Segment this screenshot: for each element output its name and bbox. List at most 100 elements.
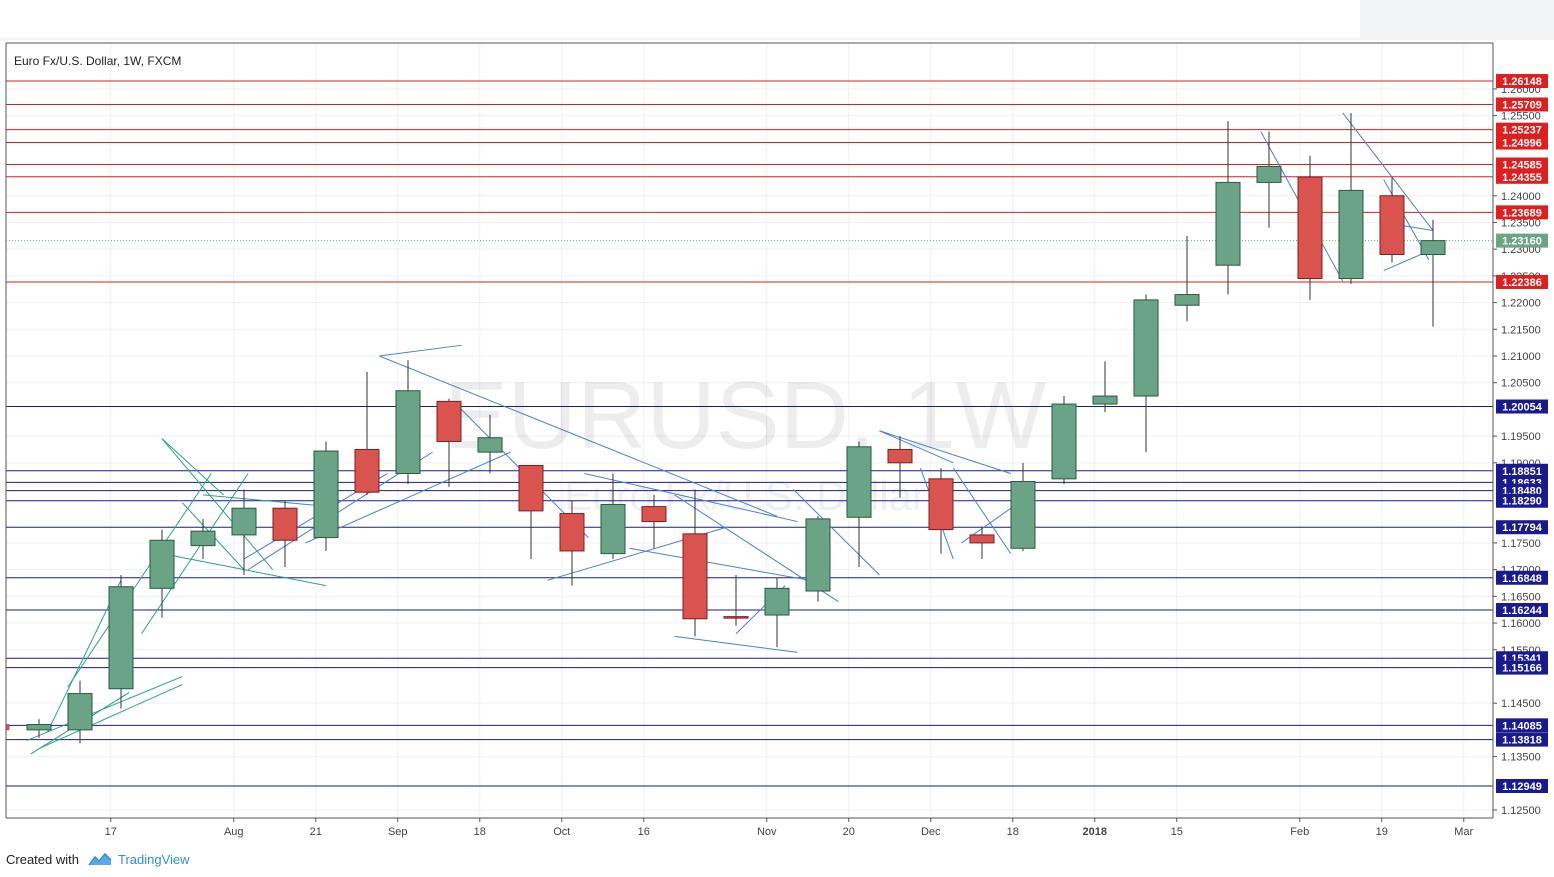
- level-label-1.25237: 1.25237: [1502, 125, 1542, 137]
- x-tick-label: Feb: [1290, 826, 1309, 838]
- trendline: [38, 684, 183, 750]
- candle-body: [764, 587, 790, 616]
- chart-title: Euro Fx/U.S. Dollar, 1W, FXCM: [14, 54, 181, 68]
- candle-body: [641, 506, 667, 523]
- trendline: [161, 438, 224, 496]
- level-label-box: [1496, 779, 1548, 794]
- y-tick-label: 1.25500: [1501, 111, 1541, 123]
- level-label-1.23689: 1.23689: [1502, 207, 1542, 219]
- candle-body: [1051, 403, 1077, 480]
- level-label-1.13818: 1.13818: [1502, 735, 1542, 747]
- level-label-1.15166: 1.15166: [1502, 663, 1542, 675]
- x-tick-label: 15: [1171, 826, 1183, 838]
- candle-body: [805, 518, 831, 592]
- x-tick-label: 21: [310, 826, 322, 838]
- level-label-1.22386: 1.22386: [1502, 277, 1542, 289]
- y-tick-label: 1.23000: [1501, 244, 1541, 256]
- candle-body: [1215, 181, 1241, 266]
- level-label-box: [1496, 169, 1548, 184]
- x-tick-label: 18: [1007, 826, 1019, 838]
- horizontal-levels: [6, 80, 1493, 787]
- top-toolbar: [0, 0, 1554, 40]
- trendline: [793, 489, 880, 576]
- y-tick-label: 1.24000: [1501, 191, 1541, 203]
- y-tick-label: 1.14500: [1501, 698, 1541, 710]
- top-toolbar-area: [0, 0, 1360, 38]
- y-tick-label: 1.12500: [1501, 805, 1541, 817]
- candlestick-chart[interactable]: EURUSD, 1W Euro Fx/U.S. Dollar 1.260001.…: [0, 40, 1554, 845]
- candle-body: [1010, 481, 1036, 549]
- level-label-box: [1496, 463, 1548, 478]
- x-tick-label: 19: [1376, 826, 1388, 838]
- candle-body: [1420, 240, 1446, 256]
- last-price-box: [1496, 233, 1548, 248]
- y-tick-label: 1.17500: [1501, 538, 1541, 550]
- candle-body: [559, 513, 585, 552]
- candle-body: [477, 437, 503, 453]
- x-tick-label: Sep: [388, 826, 408, 838]
- level-label-1.18851: 1.18851: [1502, 466, 1542, 478]
- level-label-1.17794: 1.17794: [1502, 522, 1543, 534]
- y-tick-label: 1.23500: [1501, 217, 1541, 229]
- candle-body: [395, 390, 421, 474]
- trendline: [379, 344, 462, 357]
- level-label-box: [1496, 493, 1548, 508]
- level-label-box: [1496, 135, 1548, 150]
- trendline: [202, 494, 318, 507]
- y-tick-label: 1.21500: [1501, 324, 1541, 336]
- x-tick-label: 17: [105, 826, 117, 838]
- footer: Created with TradingView: [0, 845, 1554, 877]
- candle-body: [887, 448, 913, 464]
- candle-body: [682, 533, 708, 620]
- candle-body: [1297, 176, 1323, 280]
- tradingview-brand[interactable]: TradingView: [118, 852, 190, 867]
- candle-body: [26, 724, 52, 731]
- level-label-1.24585: 1.24585: [1502, 160, 1542, 172]
- level-label-box: [1496, 520, 1548, 535]
- trendline: [67, 473, 212, 688]
- candle-body: [313, 450, 339, 539]
- candle-body: [1338, 189, 1364, 280]
- level-label-box: [1496, 603, 1548, 618]
- candle-body: [1092, 395, 1118, 405]
- level-label-box: [1496, 74, 1548, 89]
- y-tick-label: 1.21000: [1501, 351, 1541, 363]
- candle-body: [272, 507, 298, 541]
- trendline: [1342, 112, 1434, 231]
- level-label-box: [1496, 97, 1548, 112]
- x-tick-label: 20: [843, 826, 855, 838]
- candle-body: [1133, 299, 1159, 397]
- level-label-1.16244: 1.16244: [1502, 605, 1543, 617]
- trendline: [305, 451, 511, 544]
- trendline: [584, 473, 798, 523]
- level-label-box: [1496, 660, 1548, 675]
- candle-body: [600, 503, 626, 555]
- candle-body: [1379, 195, 1405, 256]
- y-tick-label: 1.19500: [1501, 431, 1541, 443]
- x-tick-label: Oct: [553, 826, 570, 838]
- candles: [5, 112, 1446, 744]
- candle-body: [190, 530, 216, 547]
- axes: [5, 42, 1494, 819]
- level-label-box: [1496, 732, 1548, 747]
- level-label-1.24996: 1.24996: [1502, 138, 1542, 150]
- x-tick-label: Mar: [1454, 826, 1473, 838]
- y-tick-label: 1.16500: [1501, 591, 1541, 603]
- y-tick-label: 1.16000: [1501, 618, 1541, 630]
- level-label-box: [1496, 718, 1548, 733]
- time-axis: 17 Aug 21 Sep 18 Oct 16 Nov 20 Dec 18 2018 15 Feb 19 Ma…: [105, 818, 1474, 838]
- candle-body: [67, 693, 93, 731]
- price-axis: 1.260001.255001.240001.235001.230001.225…: [1493, 84, 1541, 817]
- candle-body: [518, 464, 544, 512]
- level-label-1.20054: 1.20054: [1502, 402, 1543, 414]
- candle-body: [928, 478, 954, 531]
- level-label-1.12949: 1.12949: [1502, 781, 1542, 793]
- trendline: [379, 355, 778, 517]
- candle-body: [1256, 165, 1282, 183]
- level-label-box: [1496, 399, 1548, 414]
- tradingview-logo-icon: [88, 852, 112, 866]
- level-label-box: [1496, 122, 1548, 137]
- x-tick-label: Dec: [921, 826, 941, 838]
- last-price-label: 1.23160: [1502, 236, 1542, 248]
- trendline: [674, 635, 798, 653]
